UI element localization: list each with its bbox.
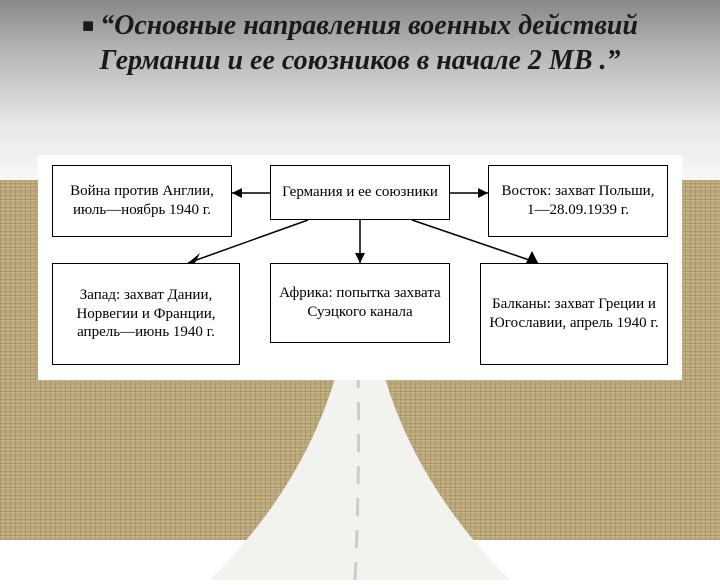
- title-text: “Основные направления военных действий Г…: [99, 10, 638, 76]
- node-center: Германия и ее союзники: [270, 165, 450, 220]
- bullet-icon: ■: [82, 15, 94, 37]
- node-mid_bot: Африка: попытка захвата Суэцкого канала: [270, 263, 450, 343]
- flowchart: Германия и ее союзники Война против Англи…: [38, 155, 682, 380]
- road-graphic: [150, 360, 570, 580]
- node-right_bot: Балканы: захват Греции и Югославии, апре…: [480, 263, 668, 365]
- node-left_top: Война против Англии, июль—ноябрь 1940 г.: [52, 165, 232, 237]
- page-title: ■“Основные направления военных действий …: [0, 0, 720, 78]
- node-left_bot: Запад: захват Дании, Норвегии и Франции,…: [52, 263, 240, 365]
- node-right_top: Восток: захват Польши, 1—28.09.1939 г.: [488, 165, 668, 237]
